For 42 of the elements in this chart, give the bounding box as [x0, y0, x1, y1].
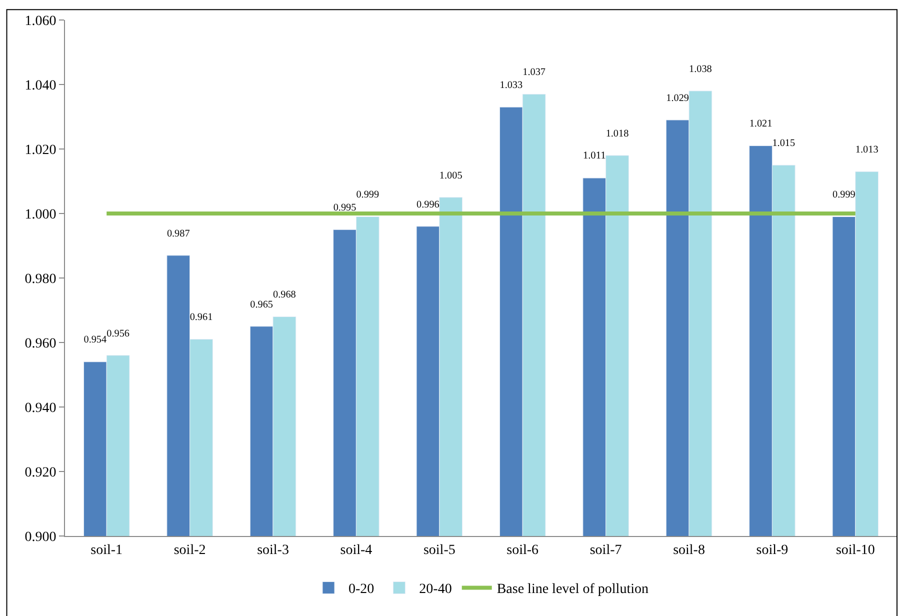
y-tick-label: 1.040	[24, 78, 56, 94]
y-tick-label: 0.960	[24, 336, 56, 352]
data-label: 1.018	[606, 128, 629, 140]
data-label: 0.999	[832, 190, 856, 201]
data-label: 0.965	[250, 299, 273, 310]
y-tick-label: 0.920	[24, 465, 56, 480]
legend-label: Base line level of pollution	[496, 582, 648, 598]
y-tick-label: 0.940	[24, 400, 56, 416]
x-tick-label: soil-4	[340, 542, 372, 558]
data-label: 0.999	[356, 190, 380, 201]
y-tick-label: 1.000	[24, 207, 56, 222]
y-tick-label: 0.900	[24, 530, 56, 545]
data-label: 1.013	[855, 144, 878, 156]
x-tick-label: soil-8	[673, 542, 705, 558]
data-label: 0.995	[333, 202, 356, 214]
data-label: 1.015	[772, 138, 796, 150]
x-tick-label: soil-2	[174, 542, 206, 558]
data-label: 1.038	[689, 64, 712, 75]
x-tick-label: soil-9	[756, 542, 788, 558]
data-label: 0.968	[273, 290, 296, 301]
data-label: 0.956	[106, 328, 130, 340]
data-label: 0.996	[416, 199, 440, 210]
data-label: 0.954	[84, 334, 107, 346]
data-label: 1.005	[439, 170, 462, 182]
x-tick-label: soil-10	[836, 542, 875, 558]
data-label: 0.961	[190, 312, 213, 324]
data-label: 1.021	[749, 118, 772, 130]
x-tick-label: soil-3	[257, 542, 289, 558]
legend-label: 0-20	[348, 582, 374, 598]
y-tick-label: 1.060	[24, 14, 56, 29]
x-tick-label: soil-5	[423, 542, 456, 558]
data-label: 0.987	[166, 228, 190, 240]
x-tick-label: soil-6	[506, 542, 539, 558]
data-label: 1.011	[582, 150, 606, 162]
y-tick-label: 0.980	[24, 272, 56, 287]
legend-label: 20-40	[419, 582, 452, 598]
data-label: 1.037	[522, 67, 546, 78]
y-tick-label: 1.020	[24, 142, 56, 158]
x-tick-label: soil-7	[590, 542, 622, 558]
data-label: 1.033	[500, 80, 523, 91]
x-tick-label: soil-1	[90, 542, 123, 558]
data-label: 1.029	[666, 92, 689, 104]
